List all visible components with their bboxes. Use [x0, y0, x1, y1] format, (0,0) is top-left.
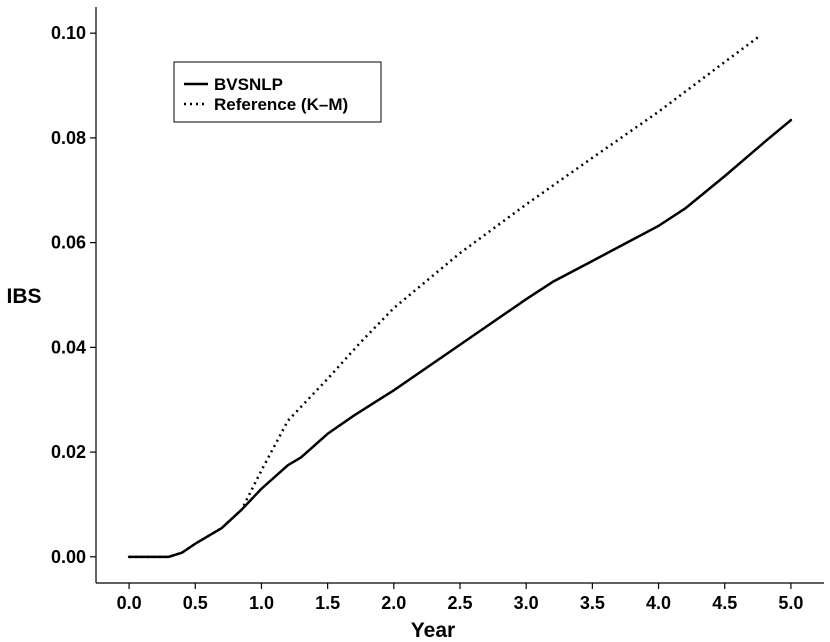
x-axis-title: Year [411, 619, 455, 642]
x-tick-label: 1.5 [315, 593, 340, 613]
x-tick-label: 1.0 [249, 593, 274, 613]
legend-label-reference: Reference (K–M) [214, 95, 348, 114]
y-tick-label: 0.06 [51, 233, 86, 253]
legend-label-bvsnlp: BVSNLP [214, 75, 283, 94]
y-axis-title: IBS [6, 285, 41, 308]
legend: BVSNLP Reference (K–M) [173, 61, 382, 123]
y-tick-label: 0.02 [51, 442, 86, 462]
x-tick-label: 0.5 [183, 593, 208, 613]
legend-box [173, 61, 382, 123]
x-tick-label: 2.0 [381, 593, 406, 613]
x-tick-label: 3.0 [514, 593, 539, 613]
y-tick-label: 0.00 [51, 547, 86, 567]
x-tick-label: 4.0 [646, 593, 671, 613]
x-tick-label: 0.0 [117, 593, 142, 613]
y-tick-label: 0.04 [51, 337, 86, 357]
y-tick-label: 0.10 [51, 23, 86, 43]
x-tick-label: 3.5 [580, 593, 605, 613]
y-tick-label: 0.08 [51, 128, 86, 148]
y-axis-ticks: 0.00 0.02 0.04 0.06 0.08 0.10 [51, 23, 96, 567]
series-line-bvsnlp [127, 118, 793, 559]
series-lines [127, 36, 793, 559]
x-tick-label: 2.5 [447, 593, 472, 613]
x-axis-ticks: 0.0 0.5 1.0 1.5 2.0 2.5 3.0 3.5 4.0 4.5 5.0 [117, 583, 803, 613]
x-tick-label: 5.0 [778, 593, 803, 613]
x-tick-label: 4.5 [712, 593, 737, 613]
